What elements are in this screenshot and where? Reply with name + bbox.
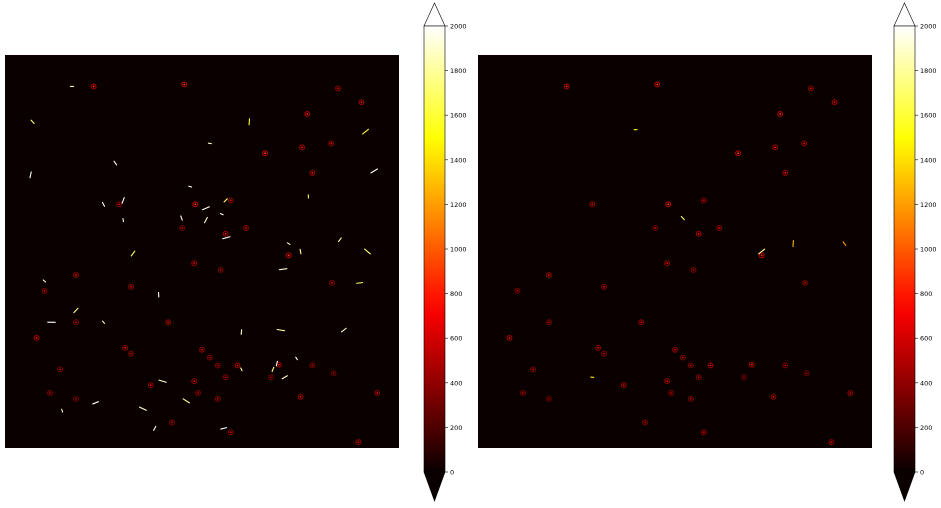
colorbar-tick-label: 1000 bbox=[450, 246, 467, 254]
heatmap-image-left bbox=[5, 55, 399, 448]
colorbar-tick-label: 0 bbox=[920, 469, 924, 477]
colorbar-tick-label: 1600 bbox=[920, 112, 937, 120]
colorbar-tick-label: 1400 bbox=[920, 156, 937, 164]
colorbar-tick-label: 600 bbox=[450, 335, 462, 343]
colorbar-tick-label: 1800 bbox=[920, 67, 937, 75]
colorbar-extend-top bbox=[424, 3, 445, 26]
heatmap-panel-left bbox=[5, 55, 399, 448]
colorbar-tick-label: 200 bbox=[920, 424, 932, 432]
colorbar-tick-label: 1200 bbox=[450, 201, 467, 209]
heatmap-background bbox=[478, 55, 872, 448]
colorbar-tick-label: 2000 bbox=[920, 23, 937, 31]
colorbar-extend-bottom bbox=[424, 472, 445, 501]
colorbar-gradient bbox=[894, 26, 915, 472]
colorbar-tick-label: 2000 bbox=[450, 23, 467, 31]
colorbar-tick-label: 200 bbox=[450, 424, 462, 432]
colorbar-tick-label: 1600 bbox=[450, 112, 467, 120]
colorbar-tick-label: 800 bbox=[450, 290, 462, 298]
heatmap-panel-right bbox=[478, 55, 872, 448]
colorbar-left: 0 200 400 600 800 1000 1200 1400 1600 1800 2000 bbox=[420, 0, 480, 504]
colorbar-tick-label: 1800 bbox=[450, 67, 467, 75]
heatmap-background bbox=[5, 55, 399, 448]
heatmap-image-right bbox=[478, 55, 872, 448]
streak-mark bbox=[357, 283, 363, 284]
colorbar-tick-label: 400 bbox=[920, 379, 932, 387]
colorbar-tick-label: 400 bbox=[450, 379, 462, 387]
colorbar-tick-label: 600 bbox=[920, 335, 932, 343]
colorbar-extend-bottom bbox=[894, 472, 915, 501]
colorbar-tick-label: 1400 bbox=[450, 156, 467, 164]
colorbar-extend-top bbox=[894, 3, 915, 26]
colorbar-tick-label: 0 bbox=[450, 469, 454, 477]
colorbar-tick-label: 800 bbox=[920, 290, 932, 298]
colorbar-gradient bbox=[424, 26, 445, 472]
colorbar-right: 0 200 400 600 800 1000 1200 1400 1600 1800 2000 bbox=[890, 0, 941, 504]
colorbar-tick-label: 1200 bbox=[920, 201, 937, 209]
colorbar-tick-label: 1000 bbox=[920, 246, 937, 254]
streak-mark bbox=[123, 219, 124, 222]
